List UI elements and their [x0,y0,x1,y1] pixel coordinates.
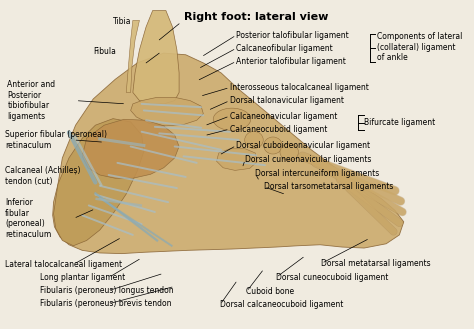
Polygon shape [217,149,257,170]
Text: Calcaneocuboid ligament: Calcaneocuboid ligament [230,125,327,134]
Text: Inferior
fibular
(peroneal)
retinaculum: Inferior fibular (peroneal) retinaculum [5,198,51,239]
Text: Dorsal talonavicular ligament: Dorsal talonavicular ligament [230,96,344,105]
Polygon shape [133,11,179,104]
Ellipse shape [245,131,263,148]
Text: Dorsal cuboideonavicular ligament: Dorsal cuboideonavicular ligament [237,141,371,150]
Text: Bifurcate ligament: Bifurcate ligament [364,118,435,127]
Text: Dorsal cuneonavicular ligaments: Dorsal cuneonavicular ligaments [245,155,372,164]
Text: Calcaneofibular ligament: Calcaneofibular ligament [237,44,333,53]
Polygon shape [54,119,144,246]
Ellipse shape [264,137,282,154]
Text: Dorsal tarsometatarsal ligaments: Dorsal tarsometatarsal ligaments [264,182,393,191]
Text: Anterior talofibular ligament: Anterior talofibular ligament [237,57,346,66]
Polygon shape [82,119,179,178]
Text: Dorsal calcaneocuboid ligament: Dorsal calcaneocuboid ligament [220,300,344,309]
Text: Anterior and
Posterior
tibiofibular
ligaments: Anterior and Posterior tibiofibular liga… [7,80,55,121]
Text: Right foot: lateral view: Right foot: lateral view [184,12,328,22]
Text: Fibula: Fibula [93,47,116,56]
Ellipse shape [213,108,251,130]
Text: Interosseous talocalcaneal ligament: Interosseous talocalcaneal ligament [230,83,369,92]
Polygon shape [131,97,203,126]
Polygon shape [126,20,139,92]
Text: Posterior talofibular ligament: Posterior talofibular ligament [237,31,349,39]
Text: Cuboid bone: Cuboid bone [246,287,295,296]
Text: Lateral talocalcaneal ligament: Lateral talocalcaneal ligament [5,260,122,269]
Text: Superior fibular (peroneal)
retinaculum: Superior fibular (peroneal) retinaculum [5,130,107,150]
Ellipse shape [280,143,299,161]
Text: Calcaneonavicular ligament: Calcaneonavicular ligament [230,112,337,120]
Text: Components of lateral
(collateral) ligament
of ankle: Components of lateral (collateral) ligam… [377,32,463,63]
Text: Dorsal metatarsal ligaments: Dorsal metatarsal ligaments [321,259,431,268]
Text: Dorsal cuneocuboid ligament: Dorsal cuneocuboid ligament [276,273,388,282]
Text: Fibularis (peroneus) longus tendon: Fibularis (peroneus) longus tendon [40,286,174,295]
Text: Long plantar ligament: Long plantar ligament [40,273,126,282]
Text: Fibularis (peroneus) brevis tendon: Fibularis (peroneus) brevis tendon [40,299,172,308]
Text: Dorsal intercuneiform ligaments: Dorsal intercuneiform ligaments [255,169,380,178]
Text: Tibia: Tibia [113,17,131,27]
Text: Calcaneal (Achilles)
tendon (cut): Calcaneal (Achilles) tendon (cut) [5,166,81,186]
Polygon shape [53,53,404,254]
